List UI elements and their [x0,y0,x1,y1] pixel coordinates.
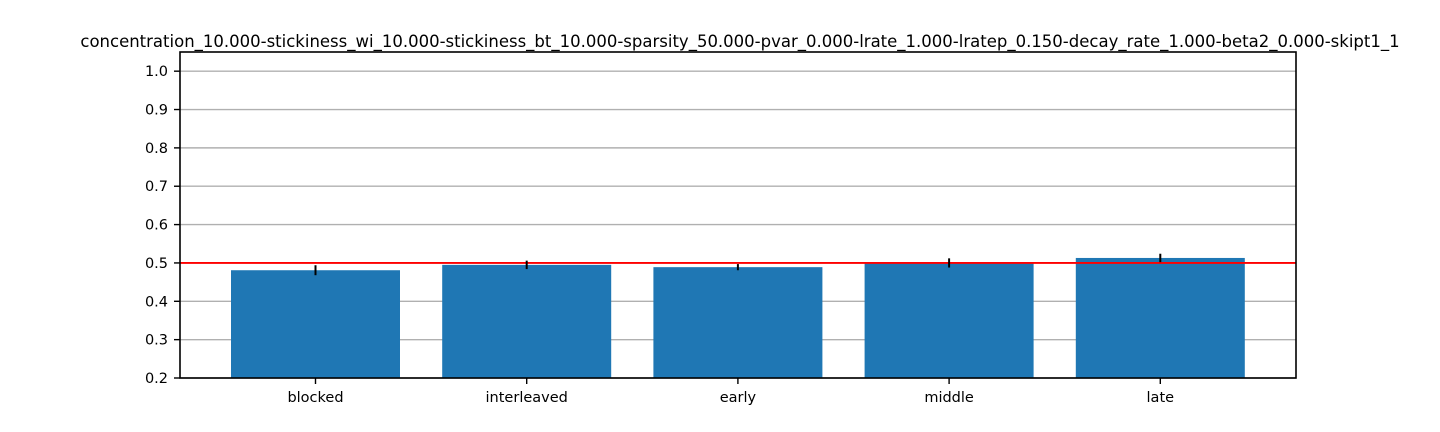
bar-early [653,267,823,378]
y-tick-label: 0.3 [145,333,168,349]
y-tick-label: 0.8 [145,141,168,157]
bar-middle [864,262,1034,378]
y-tick-label: 0.2 [145,371,168,387]
x-tick-label-blocked: blocked [287,390,343,406]
chart-title: concentration_10.000-stickiness_wi_10.00… [80,32,1399,52]
y-tick-label: 0.4 [145,294,168,310]
bar-interleaved [442,264,612,378]
y-tick-label: 0.7 [145,179,168,195]
x-tick-label-middle: middle [924,390,974,406]
x-tick-label-interleaved: interleaved [486,390,568,406]
bars [231,257,1245,378]
x-axis: blocked interleaved early middle late [287,378,1174,406]
y-tick-label: 0.6 [145,218,168,234]
y-axis: 0.2 0.3 0.4 0.5 0.6 0.7 0.8 0.9 1.0 [145,64,180,387]
x-tick-label-early: early [720,390,757,406]
error-bars [314,253,1162,276]
bar-blocked [231,270,400,378]
x-tick-label-late: late [1147,390,1175,406]
bar-late [1075,257,1245,378]
y-tick-label: 0.9 [145,103,168,119]
y-tick-label: 0.5 [145,256,168,272]
y-tick-label: 1.0 [145,64,168,80]
